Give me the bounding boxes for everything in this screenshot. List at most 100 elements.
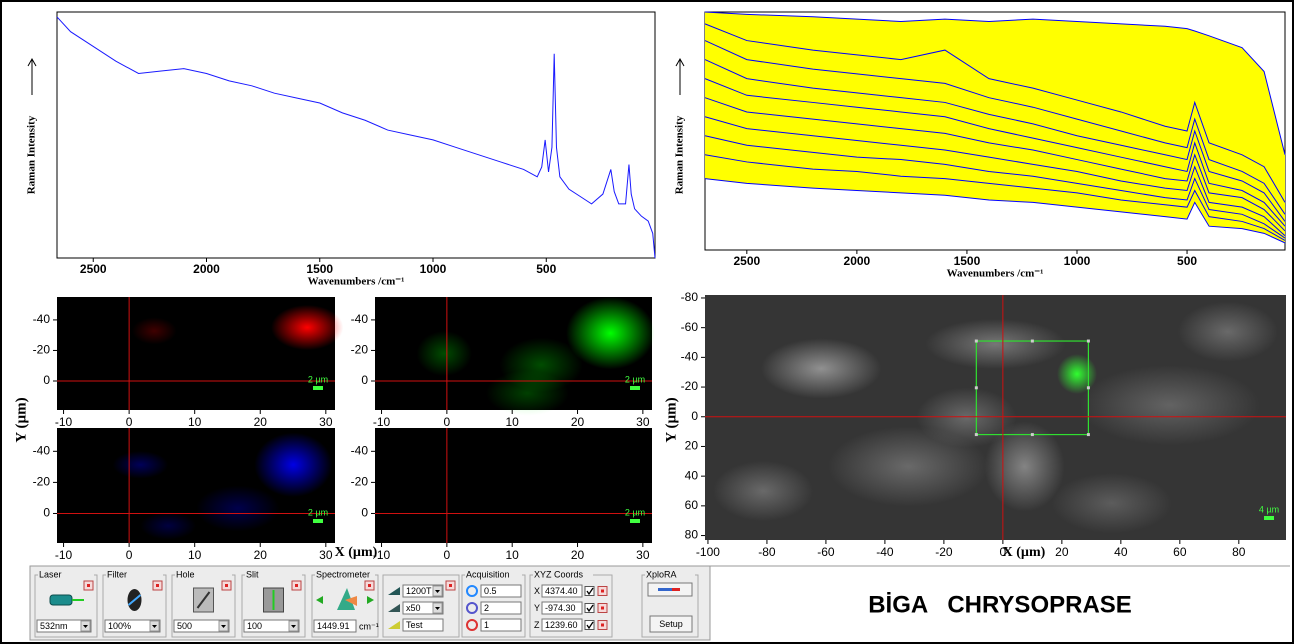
x-tick-label: -100 — [696, 545, 720, 559]
acquisition-value-box — [480, 601, 522, 615]
laser-icon — [49, 594, 73, 606]
y-tick-label: -20 — [351, 475, 369, 489]
group-label-bg — [245, 570, 302, 580]
group-label: Laser — [39, 569, 62, 579]
acquisition-value-box — [480, 618, 522, 632]
y-tick-label: 60 — [685, 498, 699, 512]
axis-letter: Z — [534, 620, 540, 630]
coordinate-value: 1239.60 — [545, 620, 578, 630]
x-tick-label: 500 — [1177, 254, 1197, 268]
scan-handle — [974, 339, 978, 343]
x-tick-label: 30 — [319, 548, 333, 562]
scale-bar-label: 2 µm — [625, 374, 645, 384]
x-tick-label: 20 — [254, 415, 268, 429]
x-tick-label: 2000 — [844, 254, 871, 268]
intensity-blob — [196, 485, 280, 532]
setup-button[interactable] — [649, 615, 693, 633]
texture — [925, 319, 1066, 369]
checkbox — [584, 586, 595, 596]
checkmark — [586, 621, 594, 630]
group-label: Filter — [107, 569, 127, 579]
next-button — [367, 596, 374, 604]
y-tick-label: -20 — [351, 343, 369, 357]
coordinate-value-box — [541, 584, 583, 598]
group-label-bg — [38, 570, 94, 580]
y-tick-label: 0 — [691, 409, 698, 423]
x-tick-label: -10 — [373, 548, 391, 562]
close-dot — [87, 584, 90, 587]
axis-letter: X — [534, 586, 540, 596]
prev-button — [316, 596, 323, 604]
x-tick-label: 1000 — [1064, 254, 1091, 268]
optics-icon — [388, 604, 400, 612]
y-tick-label: 80 — [685, 528, 699, 542]
y-tick-label: -20 — [33, 343, 51, 357]
group-label-bg — [175, 570, 232, 580]
texture — [1051, 473, 1172, 534]
x-tick-label: 20 — [571, 548, 585, 562]
group-label: XYZ Coords — [534, 569, 584, 579]
group-label-bg — [465, 570, 522, 580]
y-tick-label: -20 — [681, 379, 699, 393]
dropdown-value: 100 — [247, 621, 262, 631]
x-tick-label: 2000 — [193, 262, 220, 276]
acquisition-value-box — [480, 584, 522, 598]
close-dot — [295, 584, 298, 587]
checkmark — [586, 604, 594, 613]
scan-handle — [974, 433, 978, 437]
scale-bar-label: 2 µm — [308, 507, 328, 517]
group-label: Slit — [246, 569, 259, 579]
x-tick-label: -10 — [373, 415, 391, 429]
optics-value-box — [402, 618, 444, 632]
y-axis-label: Y (µm) — [13, 397, 29, 442]
map-background — [375, 428, 652, 543]
intensity-blob — [132, 317, 177, 345]
coordinate-value: 4374.40 — [545, 586, 578, 596]
group-label-bg — [106, 570, 163, 580]
x-axis-label: X (µm) — [1003, 545, 1046, 560]
close-dot — [368, 584, 371, 587]
checkbox — [584, 603, 595, 613]
hole-mark — [196, 591, 211, 609]
setup-label: Setup — [659, 619, 683, 629]
x-tick-label: 0 — [1000, 545, 1007, 559]
dropdown-value-box — [36, 619, 92, 633]
group-label-bg — [645, 570, 695, 580]
spectrum — [704, 97, 1286, 232]
x-tick-label: 60 — [1173, 545, 1187, 559]
coordinate-value-box — [541, 601, 583, 615]
y-tick-label: -40 — [33, 443, 51, 457]
coordinate-value: -974.30 — [545, 603, 576, 613]
optics-value: Test — [406, 620, 423, 630]
y-tick-label: 0 — [361, 373, 368, 387]
spectrum — [704, 59, 1286, 222]
x-tick-label: 0 — [444, 415, 451, 429]
dropdown-value: 100% — [108, 621, 131, 631]
spectrum-fan — [345, 596, 357, 606]
scale-bar-label: 2 µm — [308, 374, 328, 384]
spectrum — [704, 154, 1286, 241]
texture — [828, 426, 989, 507]
intensity-blob — [254, 432, 333, 497]
y-tick-label: -40 — [33, 312, 51, 326]
x-tick-label: 10 — [506, 415, 520, 429]
scale-bar — [630, 386, 640, 390]
x-tick-label: 1000 — [420, 262, 447, 276]
filter-stripe — [127, 594, 142, 606]
acquisition-value: 2 — [484, 603, 489, 613]
close-dot — [601, 606, 604, 610]
intensity-blob — [271, 304, 344, 351]
x-tick-label: -60 — [817, 545, 835, 559]
x-tick-label: 10 — [188, 548, 202, 562]
optics-icon — [388, 621, 400, 629]
optics-icon — [388, 587, 400, 595]
texture — [984, 421, 1065, 512]
dropdown-arrow — [435, 607, 440, 610]
texture — [1177, 301, 1278, 362]
texture — [916, 387, 1017, 448]
x-tick-label: 10 — [188, 415, 202, 429]
scan-handle — [1086, 339, 1090, 343]
scale-bar-label: 4 µm — [1259, 504, 1279, 514]
x-tick-label: -80 — [758, 545, 776, 559]
